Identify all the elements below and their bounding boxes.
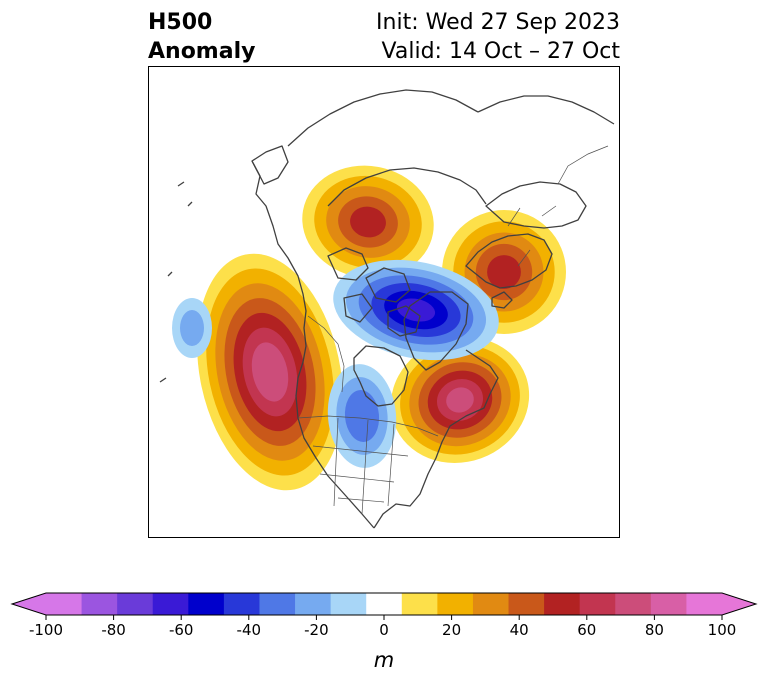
colorbar-ticks: -100 -80 -60 -40 -20 0 20 40 60 80 100 bbox=[29, 615, 736, 639]
colorbar-swatch bbox=[81, 593, 118, 615]
anomaly-contour bbox=[446, 387, 474, 413]
colorbar-swatches bbox=[10, 592, 758, 616]
colorbar-extend-min bbox=[12, 593, 46, 615]
anomaly-contour bbox=[251, 342, 289, 402]
colorbar-tick-label: 40 bbox=[510, 621, 529, 639]
anomaly-contour bbox=[180, 310, 204, 346]
anomaly-contour bbox=[344, 390, 380, 442]
colorbar-swatch bbox=[152, 593, 189, 615]
coastlines bbox=[159, 89, 615, 529]
colorbar-swatch bbox=[117, 593, 154, 615]
colorbar-swatch bbox=[437, 593, 474, 615]
colorbar-swatch bbox=[223, 593, 260, 615]
anomaly-center bbox=[197, 253, 343, 491]
title-init-date: Init: Wed 27 Sep 2023 bbox=[376, 10, 620, 35]
colorbar-swatch bbox=[508, 593, 545, 615]
colorbar-unit-label: m bbox=[374, 648, 394, 672]
colorbar-swatch bbox=[188, 593, 225, 615]
anomaly-center bbox=[172, 298, 212, 358]
title-valid-range: Valid: 14 Oct – 27 Oct bbox=[381, 39, 620, 64]
colorbar-swatch bbox=[544, 593, 581, 615]
colorbar-swatch bbox=[401, 593, 438, 615]
title-variable: H500 bbox=[148, 10, 213, 35]
colorbar-tick-label: -100 bbox=[29, 621, 63, 639]
colorbar-tick-label: 80 bbox=[645, 621, 664, 639]
colorbar-tick-label: -80 bbox=[101, 621, 126, 639]
colorbar-swatch bbox=[472, 593, 510, 615]
colorbar-tick-label: -40 bbox=[237, 621, 262, 639]
political-borders bbox=[297, 145, 609, 515]
colorbar-tick-label: -60 bbox=[169, 621, 194, 639]
anomaly-fill bbox=[172, 165, 566, 491]
colorbar-tick-label: 20 bbox=[442, 621, 461, 639]
colorbar: -100 -80 -60 -40 -20 0 20 40 60 80 100 m bbox=[10, 592, 758, 672]
anomaly-map bbox=[148, 66, 620, 538]
colorbar-tick-label: 100 bbox=[708, 621, 737, 639]
colorbar-swatch bbox=[366, 593, 403, 615]
colorbar-extend-max bbox=[722, 593, 756, 615]
anomaly-center bbox=[390, 337, 530, 463]
anomaly-center bbox=[333, 259, 499, 361]
colorbar-swatch bbox=[650, 593, 687, 615]
colorbar-tick-label: 0 bbox=[379, 621, 389, 639]
anomaly-center bbox=[302, 165, 434, 279]
colorbar-swatch bbox=[579, 593, 616, 615]
colorbar-swatch bbox=[46, 593, 83, 615]
colorbar-tick-label: -20 bbox=[304, 621, 329, 639]
colorbar-swatch bbox=[259, 593, 296, 615]
chart-title-left: H500 Anomaly bbox=[148, 8, 255, 66]
title-field: Anomaly bbox=[148, 39, 256, 64]
colorbar-tick-label: 60 bbox=[577, 621, 596, 639]
colorbar-swatch bbox=[295, 593, 332, 615]
map-frame bbox=[148, 66, 620, 538]
chart-title-right: Init: Wed 27 Sep 2023 Valid: 14 Oct – 27… bbox=[376, 8, 620, 66]
anomaly-contour bbox=[487, 255, 521, 289]
anomaly-center bbox=[327, 364, 397, 468]
colorbar-swatch bbox=[330, 593, 367, 615]
colorbar-swatch bbox=[686, 593, 723, 615]
colorbar-swatch bbox=[615, 593, 652, 615]
anomaly-contour bbox=[350, 206, 386, 238]
